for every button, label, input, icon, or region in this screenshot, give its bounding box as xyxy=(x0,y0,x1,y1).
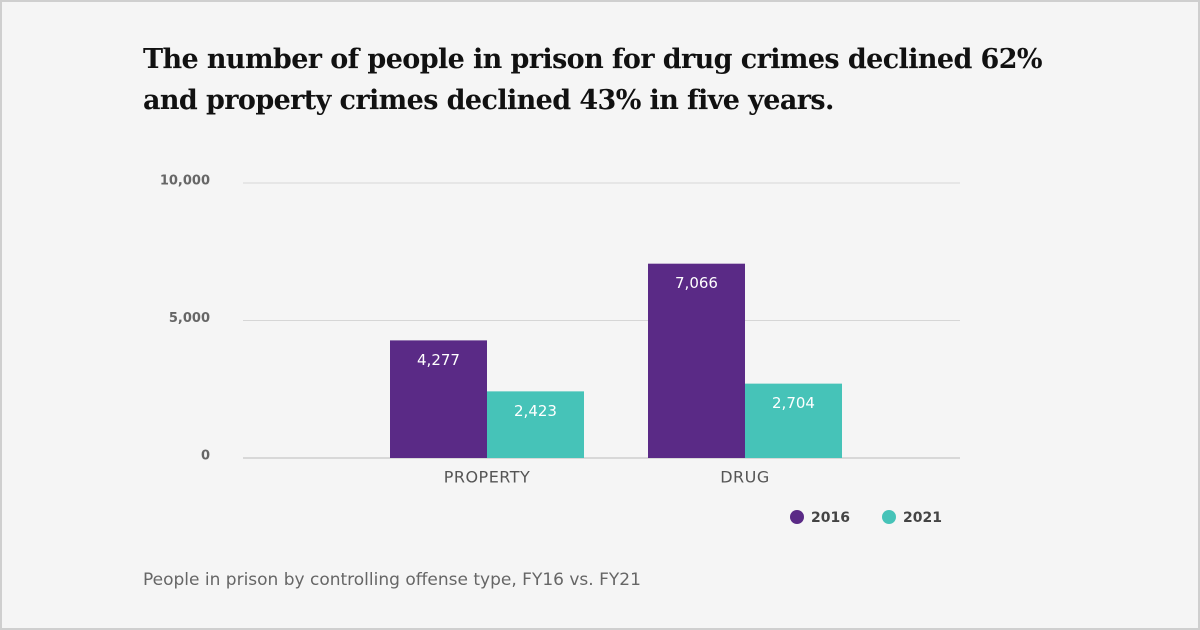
x-tick-label: PROPERTY xyxy=(444,468,531,487)
bar xyxy=(390,340,487,458)
value-label: 4,277 xyxy=(417,351,460,369)
legend-swatch xyxy=(790,510,804,524)
bar xyxy=(487,391,584,458)
caption: People in prison by controlling offense … xyxy=(143,570,641,590)
legend-label: 2016 xyxy=(811,510,850,526)
legend-swatch xyxy=(882,510,896,524)
value-label: 2,704 xyxy=(772,394,815,412)
value-label: 7,066 xyxy=(675,274,718,292)
bar xyxy=(648,263,745,458)
y-tick-label: 10,000 xyxy=(160,174,210,189)
y-tick-label: 5,000 xyxy=(169,311,210,326)
x-tick-label: DRUG xyxy=(720,468,770,487)
value-label: 2,423 xyxy=(514,402,557,420)
y-tick-label: 0 xyxy=(201,449,210,464)
title-line: The number of people in prison for drug … xyxy=(143,44,1042,75)
legend-label: 2021 xyxy=(903,510,942,526)
title-line: and property crimes declined 43% in five… xyxy=(143,85,834,116)
chart-title: The number of people in prison for drug … xyxy=(143,44,1042,116)
bar xyxy=(745,383,842,458)
